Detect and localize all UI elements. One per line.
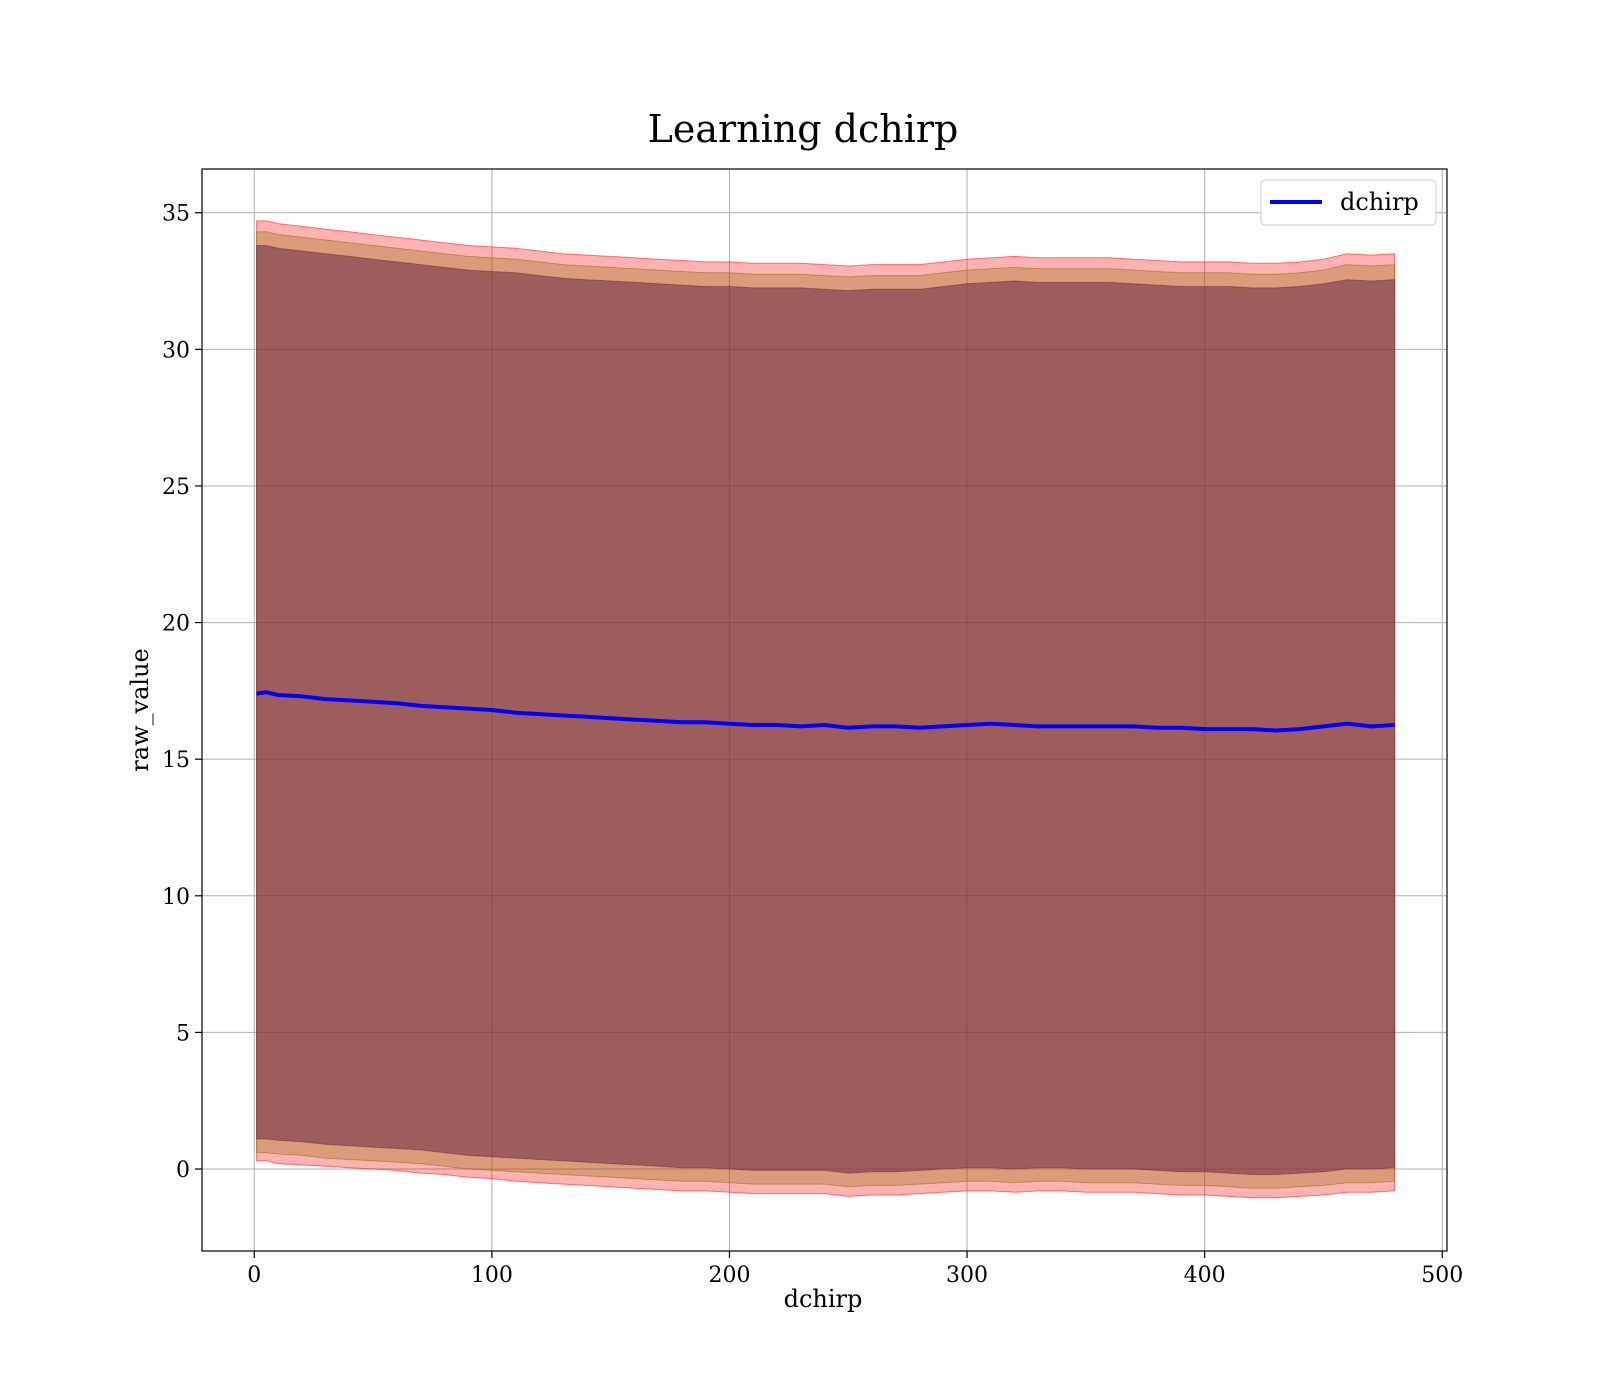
y-tick-label: 30	[162, 338, 190, 363]
series-lines	[256, 690, 1395, 733]
x-tick-label: 0	[247, 1263, 261, 1288]
x-tick-label: 400	[1184, 1263, 1226, 1288]
y-tick-label: 15	[162, 748, 190, 773]
y-tick-label: 25	[162, 475, 190, 500]
legend-box	[1260, 179, 1437, 226]
x-tick-label: 500	[1421, 1263, 1463, 1288]
chart-title: Learning dchirp	[648, 107, 959, 151]
x-tick-label: 300	[946, 1263, 988, 1288]
plot-frame	[201, 168, 1448, 1252]
series-line	[256, 690, 1395, 733]
y-axis-ticks: 0 5 10 15 20 25 30 35	[162, 202, 202, 1183]
legend-label: dchirp	[1340, 188, 1419, 216]
x-tick-label: 200	[708, 1263, 750, 1288]
x-tick-label: 100	[471, 1263, 513, 1288]
y-tick-label: 0	[176, 1158, 190, 1183]
y-axis-label: raw_value	[126, 648, 154, 772]
y-tick-label: 5	[176, 1021, 190, 1046]
legend: dchirp	[1260, 179, 1437, 226]
y-tick-label: 35	[162, 202, 190, 227]
confidence-bands	[256, 220, 1396, 1199]
y-tick-label: 10	[162, 885, 190, 910]
confidence-band	[256, 245, 1396, 1175]
x-axis-ticks: 0 100 200 300 400 500	[247, 1251, 1463, 1288]
y-tick-label: 20	[162, 612, 190, 637]
x-axis-label: dchirp	[784, 1285, 863, 1313]
